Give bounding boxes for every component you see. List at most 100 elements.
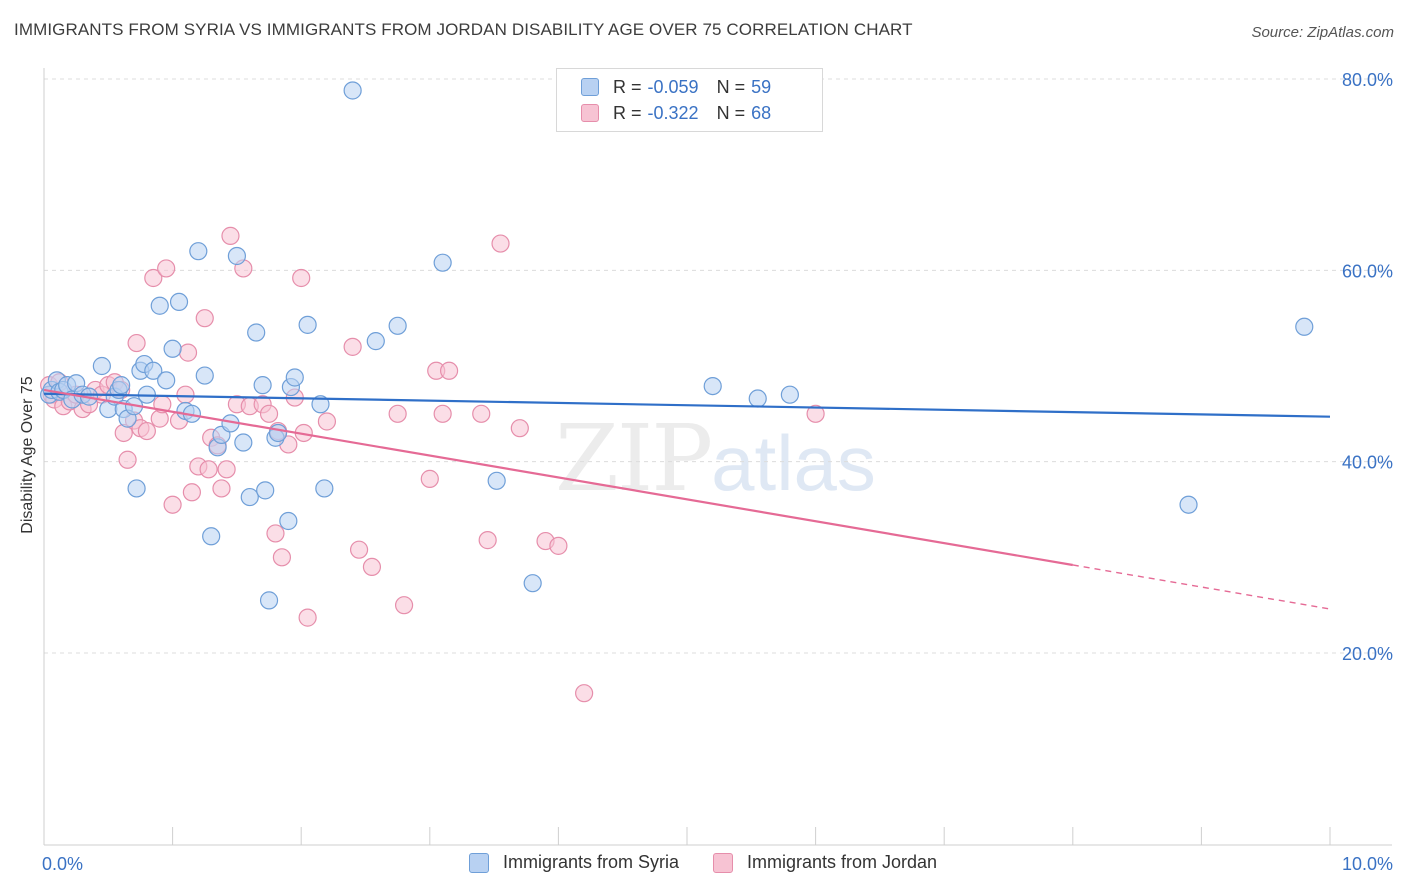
y-tick-label-20: 20.0% <box>1342 644 1393 664</box>
jordan-point-36 <box>221 226 240 245</box>
jordan-point-59 <box>439 361 459 380</box>
jordan-point-19 <box>137 421 156 441</box>
syria-point-39 <box>253 376 272 395</box>
syria-r-label: R = <box>613 76 642 97</box>
syria-point-49 <box>315 479 334 498</box>
syria-point-29 <box>189 242 208 261</box>
jordan-n-value: 68 <box>751 102 772 123</box>
x-tick-label-min: 0.0% <box>42 854 83 874</box>
syria-point-26 <box>169 292 189 312</box>
jordan-point-20 <box>144 268 163 288</box>
syria-point-60 <box>1295 317 1314 336</box>
jordan-point-35 <box>217 460 236 479</box>
syria-point-38 <box>247 323 266 342</box>
syria-point-53 <box>433 253 452 272</box>
jordan-point-65 <box>549 536 568 555</box>
syria-n-label: N = <box>716 76 746 97</box>
source-label: Source: ZipAtlas.com <box>1251 24 1394 41</box>
syria-point-41 <box>259 591 279 610</box>
syria-point-36 <box>234 433 253 452</box>
jordan-point-27 <box>178 343 198 362</box>
jordan-point-52 <box>349 540 369 559</box>
syria-n-value: 59 <box>751 76 772 97</box>
chart-title: IMMIGRANTS FROM SYRIA VS IMMIGRANTS FROM… <box>14 20 913 39</box>
syria-point-10 <box>92 356 111 376</box>
jordan-point-51 <box>343 337 362 356</box>
jordan-trendline-extension <box>1072 564 1331 610</box>
syria-point-52 <box>388 316 407 335</box>
watermark-atlas: atlas <box>711 419 876 507</box>
y-tick-label-80: 80.0% <box>1342 70 1393 90</box>
jordan-swatch <box>581 104 599 122</box>
jordan-point-61 <box>478 531 497 550</box>
legend-row-jordan: R = -0.322 N = 68 <box>581 102 771 124</box>
syria-point-51 <box>366 332 385 351</box>
syria-legend-swatch <box>468 852 489 873</box>
jordan-point-15 <box>118 450 137 469</box>
jordan-point-26 <box>176 385 195 404</box>
legend-row-syria: R = -0.059 N = 59 <box>581 76 771 98</box>
syria-point-56 <box>703 376 722 396</box>
jordan-point-41 <box>259 404 279 423</box>
syria-point-22 <box>144 361 163 380</box>
syria-point-37 <box>240 487 259 507</box>
syria-point-30 <box>195 366 214 385</box>
jordan-r-label: R = <box>613 102 642 123</box>
correlation-legend: R = -0.059 N = 59 R = -0.322 N = 68 <box>556 68 823 132</box>
syria-point-43 <box>268 423 288 443</box>
syria-point-58 <box>780 385 799 404</box>
jordan-point-56 <box>420 469 439 488</box>
syria-point-48 <box>311 395 330 414</box>
jordan-point-67 <box>806 404 825 423</box>
syria-r-value: -0.059 <box>647 76 699 97</box>
watermark: ZIPatlas <box>555 405 876 512</box>
jordan-point-55 <box>394 596 414 615</box>
y-tick-label-40: 40.0% <box>1342 453 1393 473</box>
jordan-point-23 <box>157 259 176 278</box>
jordan-point-30 <box>195 309 214 328</box>
syria-point-31 <box>202 527 221 546</box>
syria-point-54 <box>487 471 506 490</box>
syria-point-47 <box>298 315 317 334</box>
jordan-point-60 <box>472 404 491 423</box>
jordan-point-44 <box>272 548 292 567</box>
y-tick-label-60: 60.0% <box>1342 261 1393 281</box>
watermark-zip: ZIP <box>555 405 713 512</box>
syria-swatch <box>581 78 599 96</box>
jordan-point-31 <box>199 460 218 479</box>
jordan-point-63 <box>510 419 529 438</box>
syria-point-24 <box>157 371 176 390</box>
jordan-point-50 <box>317 412 337 431</box>
syria-point-57 <box>748 389 767 408</box>
x-tick-label-max: 10.0% <box>1342 854 1393 874</box>
jordan-point-42 <box>266 524 285 543</box>
jordan-point-54 <box>388 404 407 423</box>
syria-point-50 <box>343 81 362 100</box>
syria-point-35 <box>227 246 246 266</box>
jordan-point-34 <box>212 479 231 498</box>
syria-point-44 <box>279 511 298 531</box>
jordan-legend-swatch <box>712 852 733 873</box>
legend-item-jordan: Immigrants from Jordan <box>712 852 938 873</box>
jordan-point-28 <box>182 483 201 502</box>
jordan-point-62 <box>491 234 510 253</box>
jordan-point-53 <box>362 557 382 577</box>
syria-point-59 <box>1179 495 1198 514</box>
jordan-point-49 <box>298 608 317 627</box>
jordan-point-24 <box>163 495 182 514</box>
jordan-legend-label: Immigrants from Jordan <box>746 852 938 872</box>
syria-point-18 <box>127 479 146 498</box>
jordan-point-17 <box>127 333 146 353</box>
legend-item-syria: Immigrants from Syria <box>468 852 679 873</box>
jordan-r-value: -0.322 <box>647 102 699 123</box>
jordan-trendline <box>43 388 1073 567</box>
syria-point-14 <box>112 376 131 395</box>
syria-point-40 <box>256 481 275 500</box>
series-legend: Immigrants from Syria Immigrants from Jo… <box>0 852 1406 873</box>
jordan-point-58 <box>433 404 452 423</box>
syria-point-46 <box>285 368 304 387</box>
syria-point-25 <box>163 339 182 358</box>
syria-point-23 <box>150 296 169 315</box>
jordan-point-66 <box>575 684 594 703</box>
